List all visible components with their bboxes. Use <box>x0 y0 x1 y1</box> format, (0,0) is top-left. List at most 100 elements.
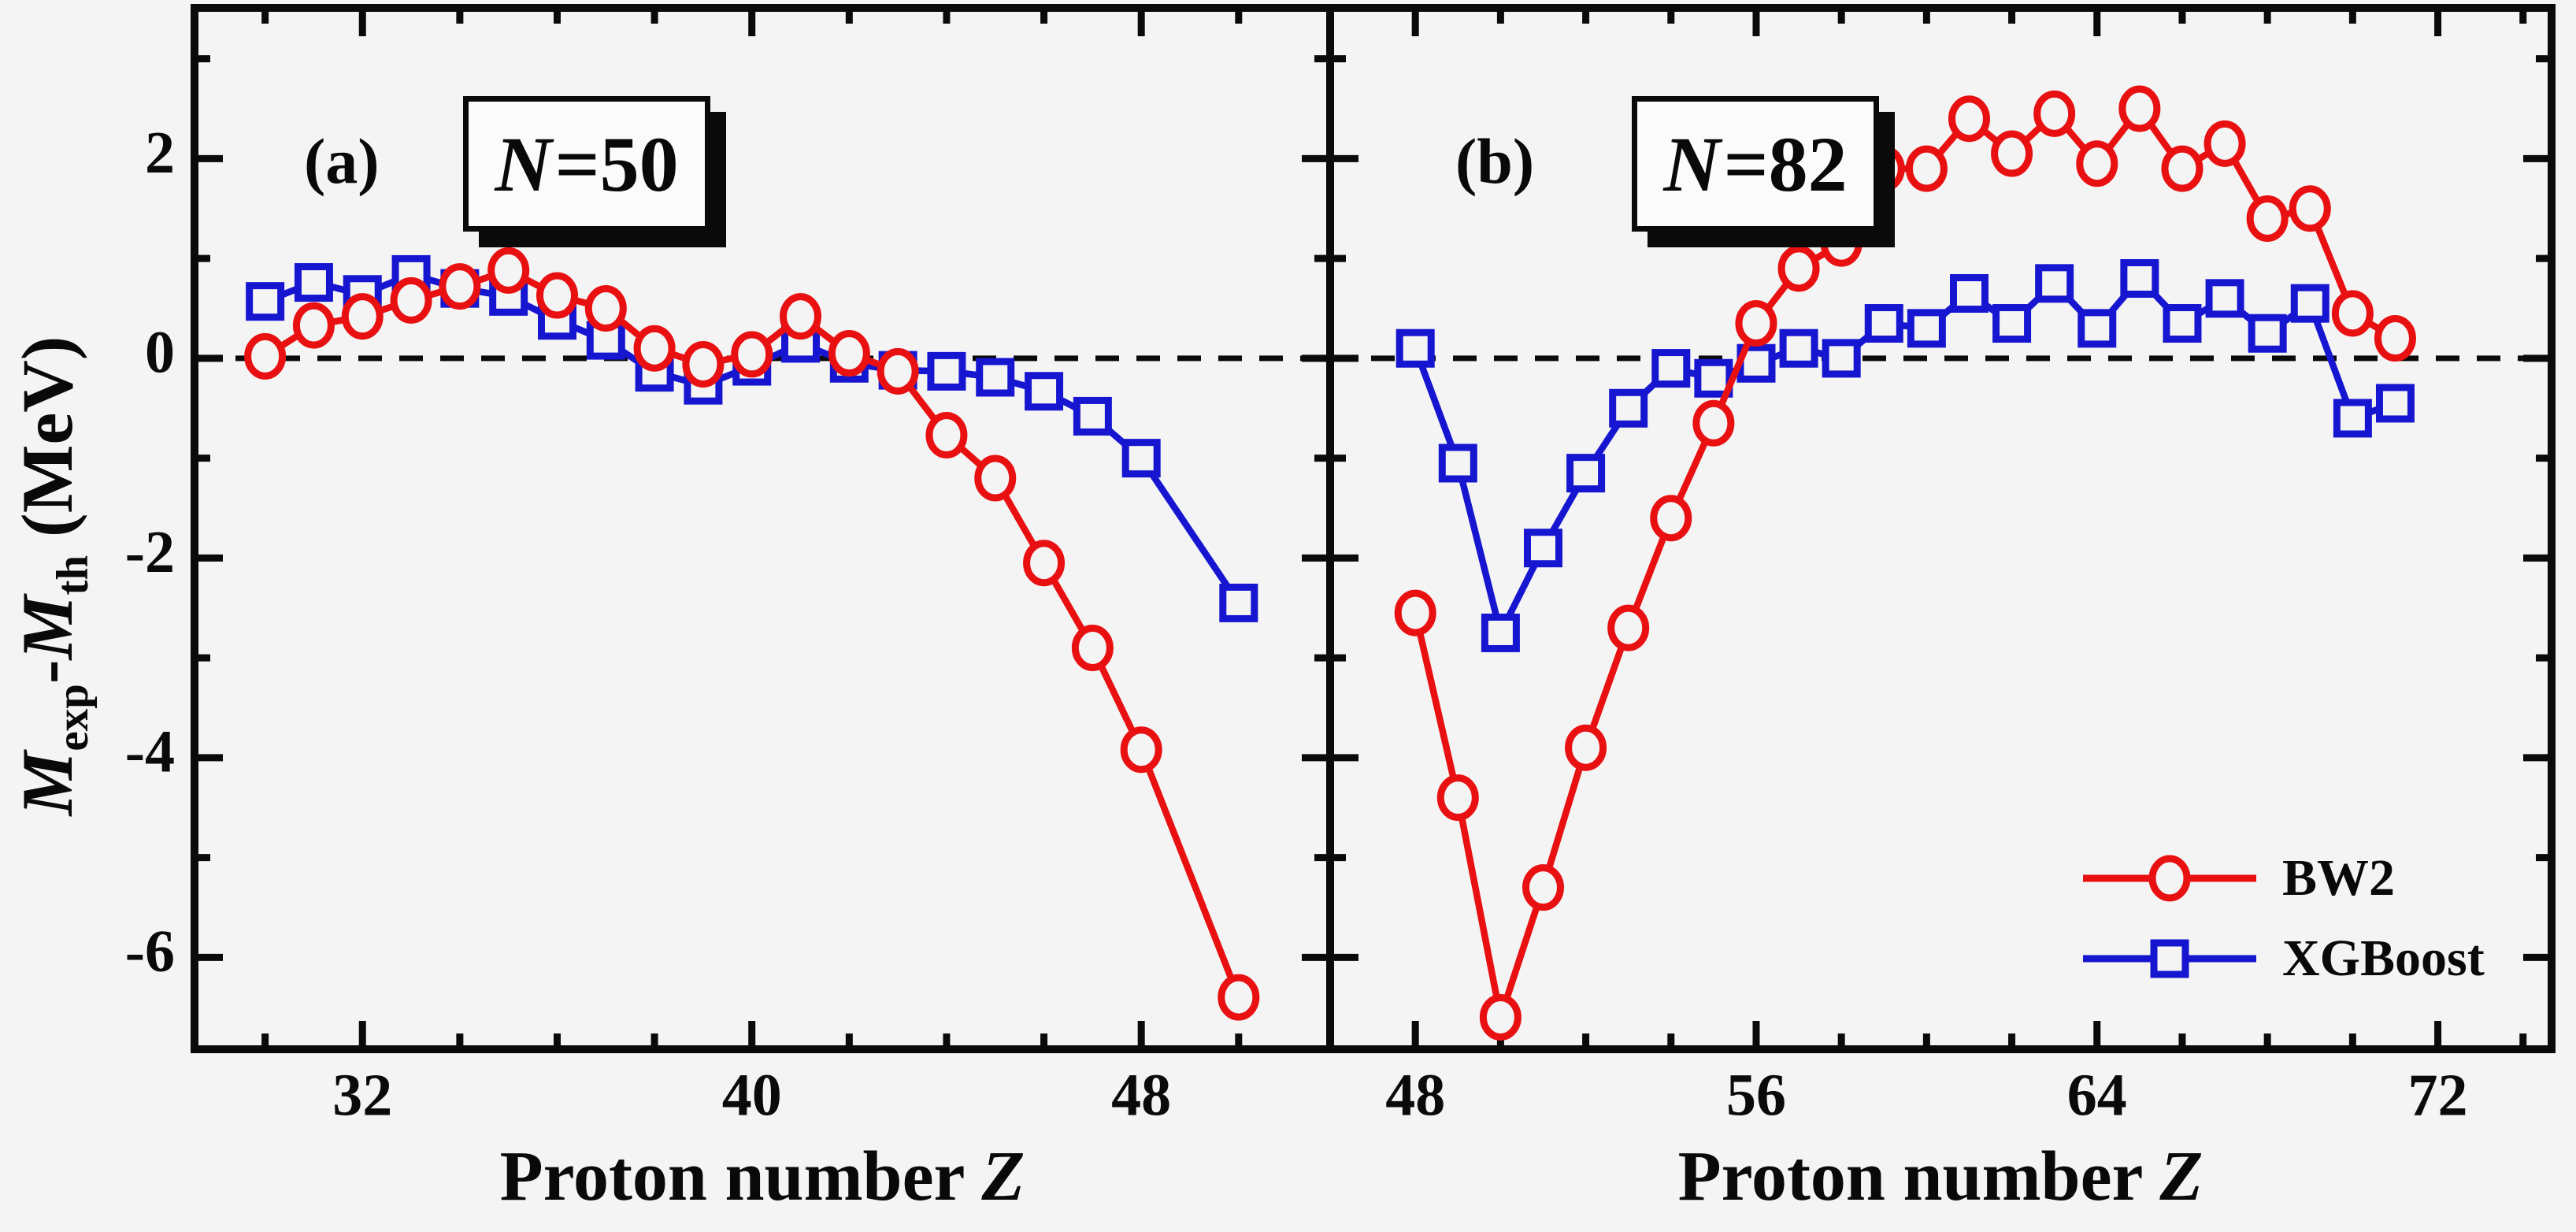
bw2-marker-circle <box>2203 120 2246 167</box>
panel-a: 32 40 48 2 0 -2 -4 -6 <box>125 8 1330 1128</box>
bw2-marker-circle <box>1522 864 1564 911</box>
y-tick-label: -4 <box>125 718 175 785</box>
bw2-marker-circle <box>1991 130 2033 177</box>
annotation-box-n82: N =82 <box>1632 96 1879 232</box>
xgboost-marker-square <box>1481 613 1520 652</box>
x-axis-label-left: Proton number Z <box>499 1137 1025 1215</box>
bw2-marker-circle <box>2374 315 2416 362</box>
xgboost-marker-square <box>1949 274 1989 314</box>
annotation-n82-value: =82 <box>1723 120 1848 208</box>
legend-label: XGBoost <box>2282 930 2485 987</box>
bw2-marker-circle <box>1735 300 1777 347</box>
y-tick-label: 0 <box>145 319 175 385</box>
bw2-marker-circle <box>1905 145 1948 192</box>
annotation-n50-variable: N <box>495 120 552 208</box>
xgboost-marker-square <box>1395 328 1435 368</box>
bw2-marker-circle <box>877 347 919 395</box>
xgboost-marker-square <box>294 263 333 302</box>
bw2-marker-circle <box>780 293 822 340</box>
xgboost-marker-square <box>1523 529 1562 568</box>
annotation-n50-value: =50 <box>554 120 679 208</box>
xgboost-marker-square <box>2248 314 2287 353</box>
x-axis-label-right: Proton number Z <box>1677 1137 2203 1215</box>
bw2-marker-circle <box>292 302 335 349</box>
xgboost-marker-square <box>2077 309 2117 348</box>
bw2-marker-circle <box>925 411 968 458</box>
xgboost-marker-square <box>1822 339 1861 378</box>
bw2-marker-circle <box>2118 85 2161 132</box>
panel-b-letter: (b) <box>1455 125 1535 197</box>
bw2-marker-circle <box>1394 589 1436 636</box>
panel-a-letter: (a) <box>304 125 380 197</box>
x-tick-label: 64 <box>2067 1062 2127 1128</box>
x-tick-label: 72 <box>2408 1062 2468 1128</box>
bw2-marker-circle <box>341 293 384 340</box>
bw2-marker-circle <box>439 263 481 310</box>
bw2-marker-circle <box>2076 140 2118 187</box>
xgboost-marker-square <box>2333 399 2372 438</box>
bw2-marker-circle <box>1692 399 1735 447</box>
xgboost-series-line <box>264 271 1242 605</box>
bw2-marker-circle <box>2331 290 2374 337</box>
xgboost-marker-square <box>2163 304 2202 343</box>
y-tick-label: -6 <box>125 918 175 985</box>
x-tick-label: 40 <box>722 1062 782 1128</box>
xgboost-marker-square <box>2120 258 2159 298</box>
bw2-marker-circle <box>584 285 627 332</box>
bw2-marker-circle <box>731 331 773 378</box>
xgboost-marker-square <box>1864 304 1903 343</box>
bw2-marker-circle <box>1479 993 1522 1041</box>
xgboost-marker-square <box>1219 583 1258 622</box>
xgboost-marker-square <box>1566 454 1606 493</box>
y-tick-label: -2 <box>125 519 175 585</box>
bw2-marker-circle <box>244 332 287 380</box>
bw2-marker-circle <box>1607 604 1650 651</box>
bw2-marker-circle <box>2246 195 2289 242</box>
xgboost-marker-square <box>2035 264 2074 303</box>
bw2-marker-circle <box>1120 726 1162 774</box>
legend-item-bw2: BW2 <box>2079 844 2485 912</box>
x-tick-label: 48 <box>1385 1062 1445 1128</box>
annotation-box-n50: N =50 <box>463 96 710 232</box>
xgboost-marker-square <box>246 282 285 321</box>
xgboost-marker-square <box>1907 309 1946 348</box>
y-tick-label: 2 <box>145 120 175 186</box>
xgboost-marker-square <box>1992 304 2032 343</box>
xgboost-marker-square <box>1025 372 1064 411</box>
bw2-legend-swatch <box>2083 855 2256 902</box>
x-tick-label: 32 <box>332 1062 392 1128</box>
xgboost-marker-square <box>976 358 1015 397</box>
bw2-marker-circle <box>536 272 578 319</box>
legend-circle-icon <box>2148 855 2191 902</box>
bw2-marker-circle <box>1948 95 1990 143</box>
bw2-marker-circle <box>633 325 676 372</box>
xgboost-marker-square <box>1609 388 1648 428</box>
bw2-marker-circle <box>1218 974 1260 1021</box>
bw2-marker-circle <box>974 455 1017 502</box>
xgboost-marker-square <box>1651 349 1691 388</box>
bw2-marker-circle <box>2161 145 2203 192</box>
legend-item-xgboost: XGBoost <box>2079 925 2485 993</box>
bw2-marker-circle <box>1071 624 1114 671</box>
legend-square-icon <box>2150 939 2189 978</box>
plot-border <box>191 4 2556 1053</box>
bw2-marker-circle <box>1650 495 1692 542</box>
legend-label: BW2 <box>2282 849 2396 907</box>
xgboost-marker-square <box>2205 279 2244 318</box>
bw2-marker-circle <box>1436 774 1479 822</box>
xgboost-marker-square <box>1779 328 1818 368</box>
x-tick-label: 56 <box>1726 1062 1786 1128</box>
bw2-marker-circle <box>828 330 870 377</box>
bw2-marker-circle <box>682 340 725 388</box>
bw2-marker-circle <box>390 276 432 324</box>
bw2-marker-circle <box>487 247 530 294</box>
xgboost-marker-square <box>1438 443 1477 483</box>
bw2-marker-circle <box>1565 724 1607 771</box>
xgboost-marker-square <box>2290 284 2330 323</box>
x-tick-label: 48 <box>1111 1062 1171 1128</box>
bw2-marker-circle <box>1023 540 1066 587</box>
bw2-marker-circle <box>2289 185 2331 232</box>
xgboost-marker-square <box>2375 384 2415 423</box>
bw2-marker-circle <box>1777 245 1820 292</box>
